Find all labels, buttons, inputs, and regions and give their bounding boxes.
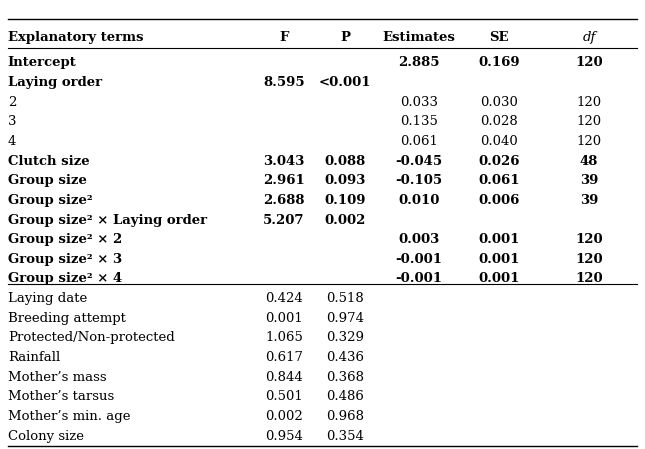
Text: 8.595: 8.595 <box>263 76 305 89</box>
Text: Protected/Non-protected: Protected/Non-protected <box>8 331 175 344</box>
Text: 0.001: 0.001 <box>479 233 520 246</box>
Text: Colony size: Colony size <box>8 430 84 443</box>
Text: -0.105: -0.105 <box>395 174 442 187</box>
Text: P: P <box>340 31 350 44</box>
Text: 0.033: 0.033 <box>400 96 438 109</box>
Text: 0.010: 0.010 <box>398 194 439 207</box>
Text: 2.688: 2.688 <box>263 194 304 207</box>
Text: 39: 39 <box>580 194 598 207</box>
Text: Mother’s mass: Mother’s mass <box>8 370 106 383</box>
Text: 0.329: 0.329 <box>326 331 364 344</box>
Text: Mother’s min. age: Mother’s min. age <box>8 410 130 423</box>
Text: 0.501: 0.501 <box>265 390 303 403</box>
Text: -0.001: -0.001 <box>395 253 442 266</box>
Text: Group size² × 2: Group size² × 2 <box>8 233 122 246</box>
Text: 120: 120 <box>575 57 603 70</box>
Text: 0.968: 0.968 <box>326 410 364 423</box>
Text: Clutch size: Clutch size <box>8 154 90 167</box>
Text: Intercept: Intercept <box>8 57 77 70</box>
Text: 120: 120 <box>575 233 603 246</box>
Text: Estimates: Estimates <box>382 31 455 44</box>
Text: 0.135: 0.135 <box>400 115 438 128</box>
Text: Group size² × 4: Group size² × 4 <box>8 273 122 286</box>
Text: 120: 120 <box>575 273 603 286</box>
Text: 2.885: 2.885 <box>398 57 440 70</box>
Text: Group size: Group size <box>8 174 86 187</box>
Text: 3.043: 3.043 <box>263 154 304 167</box>
Text: 0.844: 0.844 <box>265 370 303 383</box>
Text: 0.436: 0.436 <box>326 351 364 364</box>
Text: Group size²: Group size² <box>8 194 92 207</box>
Text: 0.368: 0.368 <box>326 370 364 383</box>
Text: 0.026: 0.026 <box>479 154 520 167</box>
Text: 0.002: 0.002 <box>265 410 303 423</box>
Text: 0.424: 0.424 <box>265 292 303 305</box>
Text: Group size² × Laying order: Group size² × Laying order <box>8 214 207 227</box>
Text: 0.093: 0.093 <box>324 174 366 187</box>
Text: 0.088: 0.088 <box>324 154 366 167</box>
Text: Mother’s tarsus: Mother’s tarsus <box>8 390 114 403</box>
Text: F: F <box>279 31 289 44</box>
Text: 0.003: 0.003 <box>398 233 439 246</box>
Text: <0.001: <0.001 <box>319 76 372 89</box>
Text: 0.061: 0.061 <box>479 174 520 187</box>
Text: 0.061: 0.061 <box>400 135 438 148</box>
Text: 120: 120 <box>577 96 602 109</box>
Text: 2: 2 <box>8 96 16 109</box>
Text: Laying date: Laying date <box>8 292 87 305</box>
Text: df: df <box>582 31 596 44</box>
Text: SE: SE <box>490 31 509 44</box>
Text: 0.109: 0.109 <box>324 194 366 207</box>
Text: 120: 120 <box>577 135 602 148</box>
Text: 5.207: 5.207 <box>263 214 304 227</box>
Text: 1.065: 1.065 <box>265 331 303 344</box>
Text: 4: 4 <box>8 135 16 148</box>
Text: Explanatory terms: Explanatory terms <box>8 31 143 44</box>
Text: 0.030: 0.030 <box>480 96 518 109</box>
Text: 0.006: 0.006 <box>479 194 520 207</box>
Text: 0.486: 0.486 <box>326 390 364 403</box>
Text: 0.354: 0.354 <box>326 430 364 443</box>
Text: 0.001: 0.001 <box>265 312 303 325</box>
Text: 2.961: 2.961 <box>263 174 305 187</box>
Text: 48: 48 <box>580 154 598 167</box>
Text: -0.045: -0.045 <box>395 154 442 167</box>
Text: 0.002: 0.002 <box>324 214 366 227</box>
Text: Group size² × 3: Group size² × 3 <box>8 253 122 266</box>
Text: 39: 39 <box>580 174 598 187</box>
Text: Laying order: Laying order <box>8 76 102 89</box>
Text: 0.518: 0.518 <box>326 292 364 305</box>
Text: 0.040: 0.040 <box>481 135 518 148</box>
Text: 120: 120 <box>575 253 603 266</box>
Text: 120: 120 <box>577 115 602 128</box>
Text: 0.028: 0.028 <box>481 115 518 128</box>
Text: 0.001: 0.001 <box>479 273 520 286</box>
Text: -0.001: -0.001 <box>395 273 442 286</box>
Text: Rainfall: Rainfall <box>8 351 60 364</box>
Text: 0.169: 0.169 <box>479 57 520 70</box>
Text: 0.617: 0.617 <box>265 351 303 364</box>
Text: 3: 3 <box>8 115 16 128</box>
Text: 0.954: 0.954 <box>265 430 303 443</box>
Text: Breeding attempt: Breeding attempt <box>8 312 126 325</box>
Text: 0.974: 0.974 <box>326 312 364 325</box>
Text: 0.001: 0.001 <box>479 253 520 266</box>
